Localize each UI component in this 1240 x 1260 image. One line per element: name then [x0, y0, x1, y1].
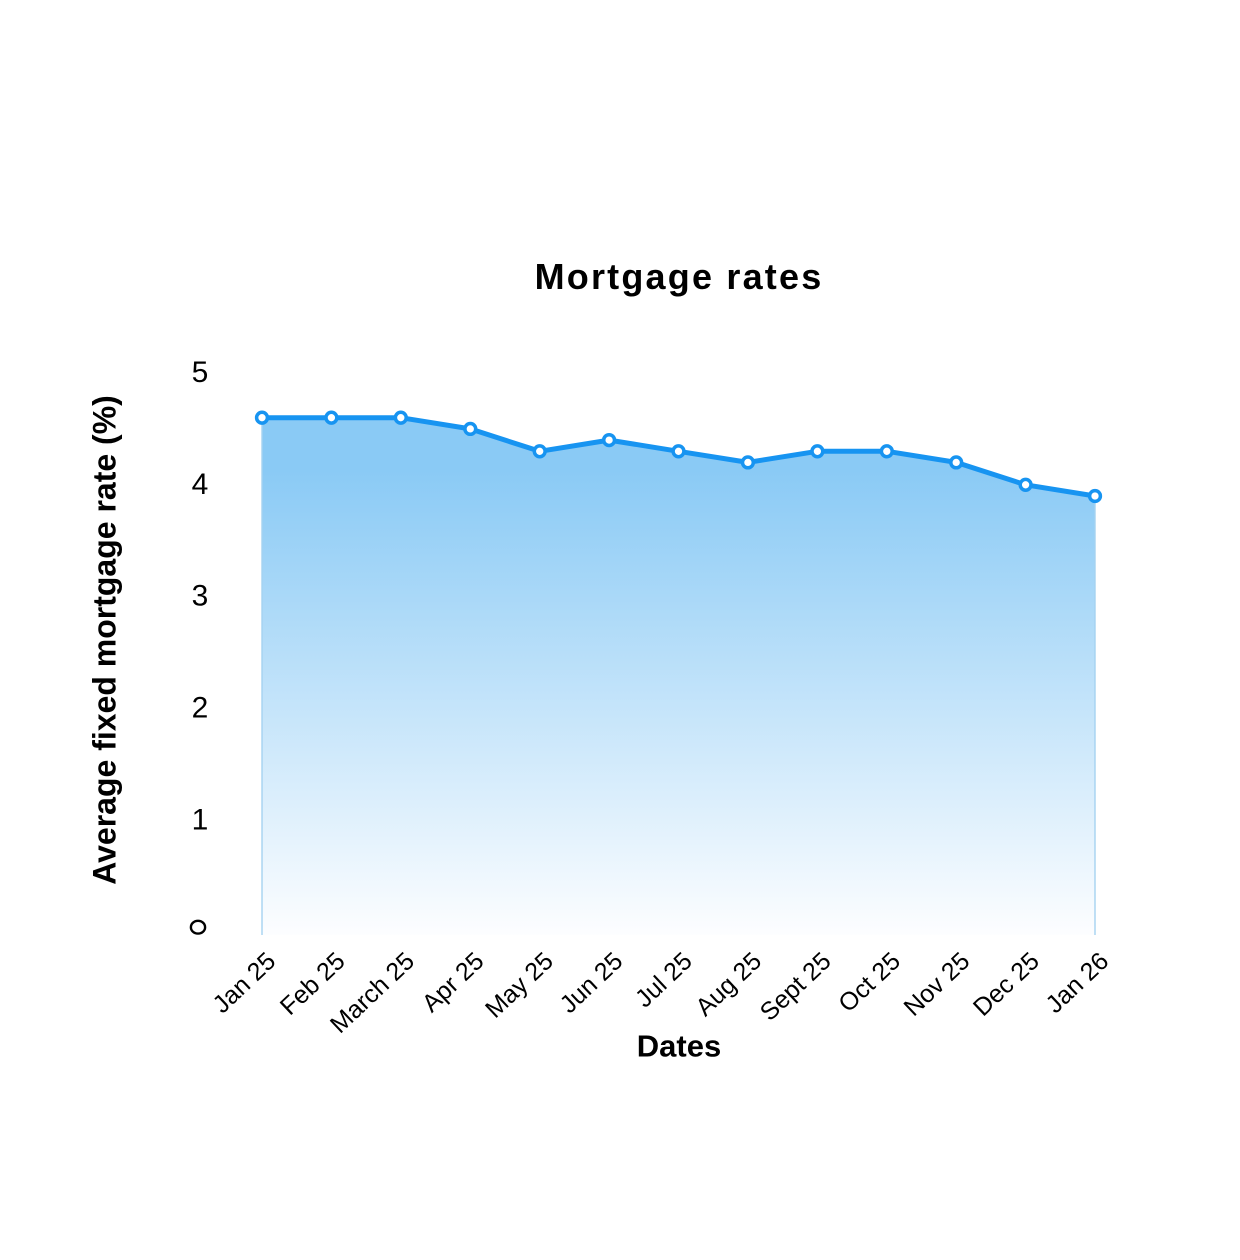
svg-text:Mortgage rates: Mortgage rates [535, 256, 824, 297]
svg-text:5: 5 [192, 356, 209, 389]
svg-text:Average fixed mortgage rate (%: Average fixed mortgage rate (%) [86, 395, 122, 885]
svg-text:3: 3 [192, 580, 209, 613]
svg-text:1: 1 [192, 803, 209, 836]
svg-text:4: 4 [192, 468, 209, 501]
svg-text:Dates: Dates [637, 1029, 721, 1064]
svg-text:2: 2 [192, 692, 209, 725]
